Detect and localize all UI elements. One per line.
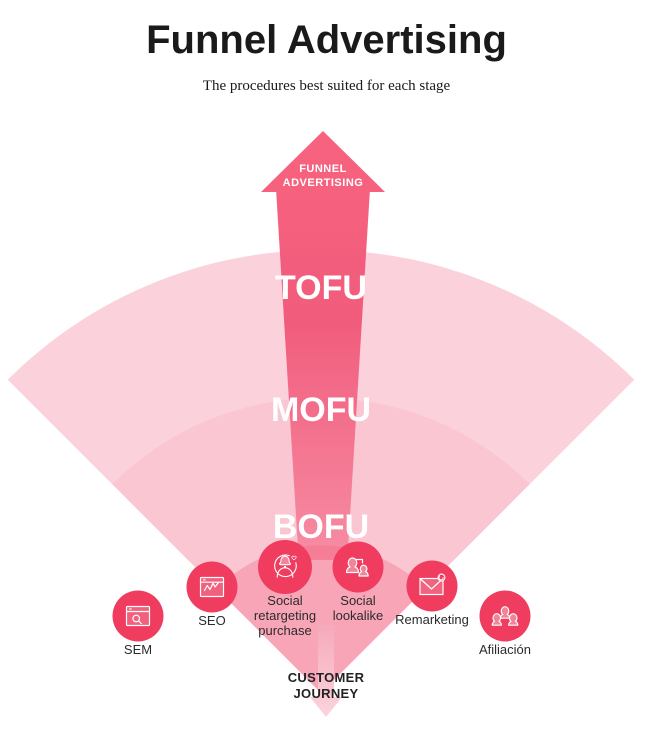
svg-text:CUSTOMER: CUSTOMER bbox=[288, 670, 365, 685]
svg-text:MOFU: MOFU bbox=[271, 391, 371, 429]
svg-text:JOURNEY: JOURNEY bbox=[294, 686, 359, 701]
svg-text:TOFU: TOFU bbox=[275, 269, 367, 307]
svg-text:ADVERTISING: ADVERTISING bbox=[283, 177, 364, 189]
svg-text:FUNNEL: FUNNEL bbox=[299, 163, 347, 175]
